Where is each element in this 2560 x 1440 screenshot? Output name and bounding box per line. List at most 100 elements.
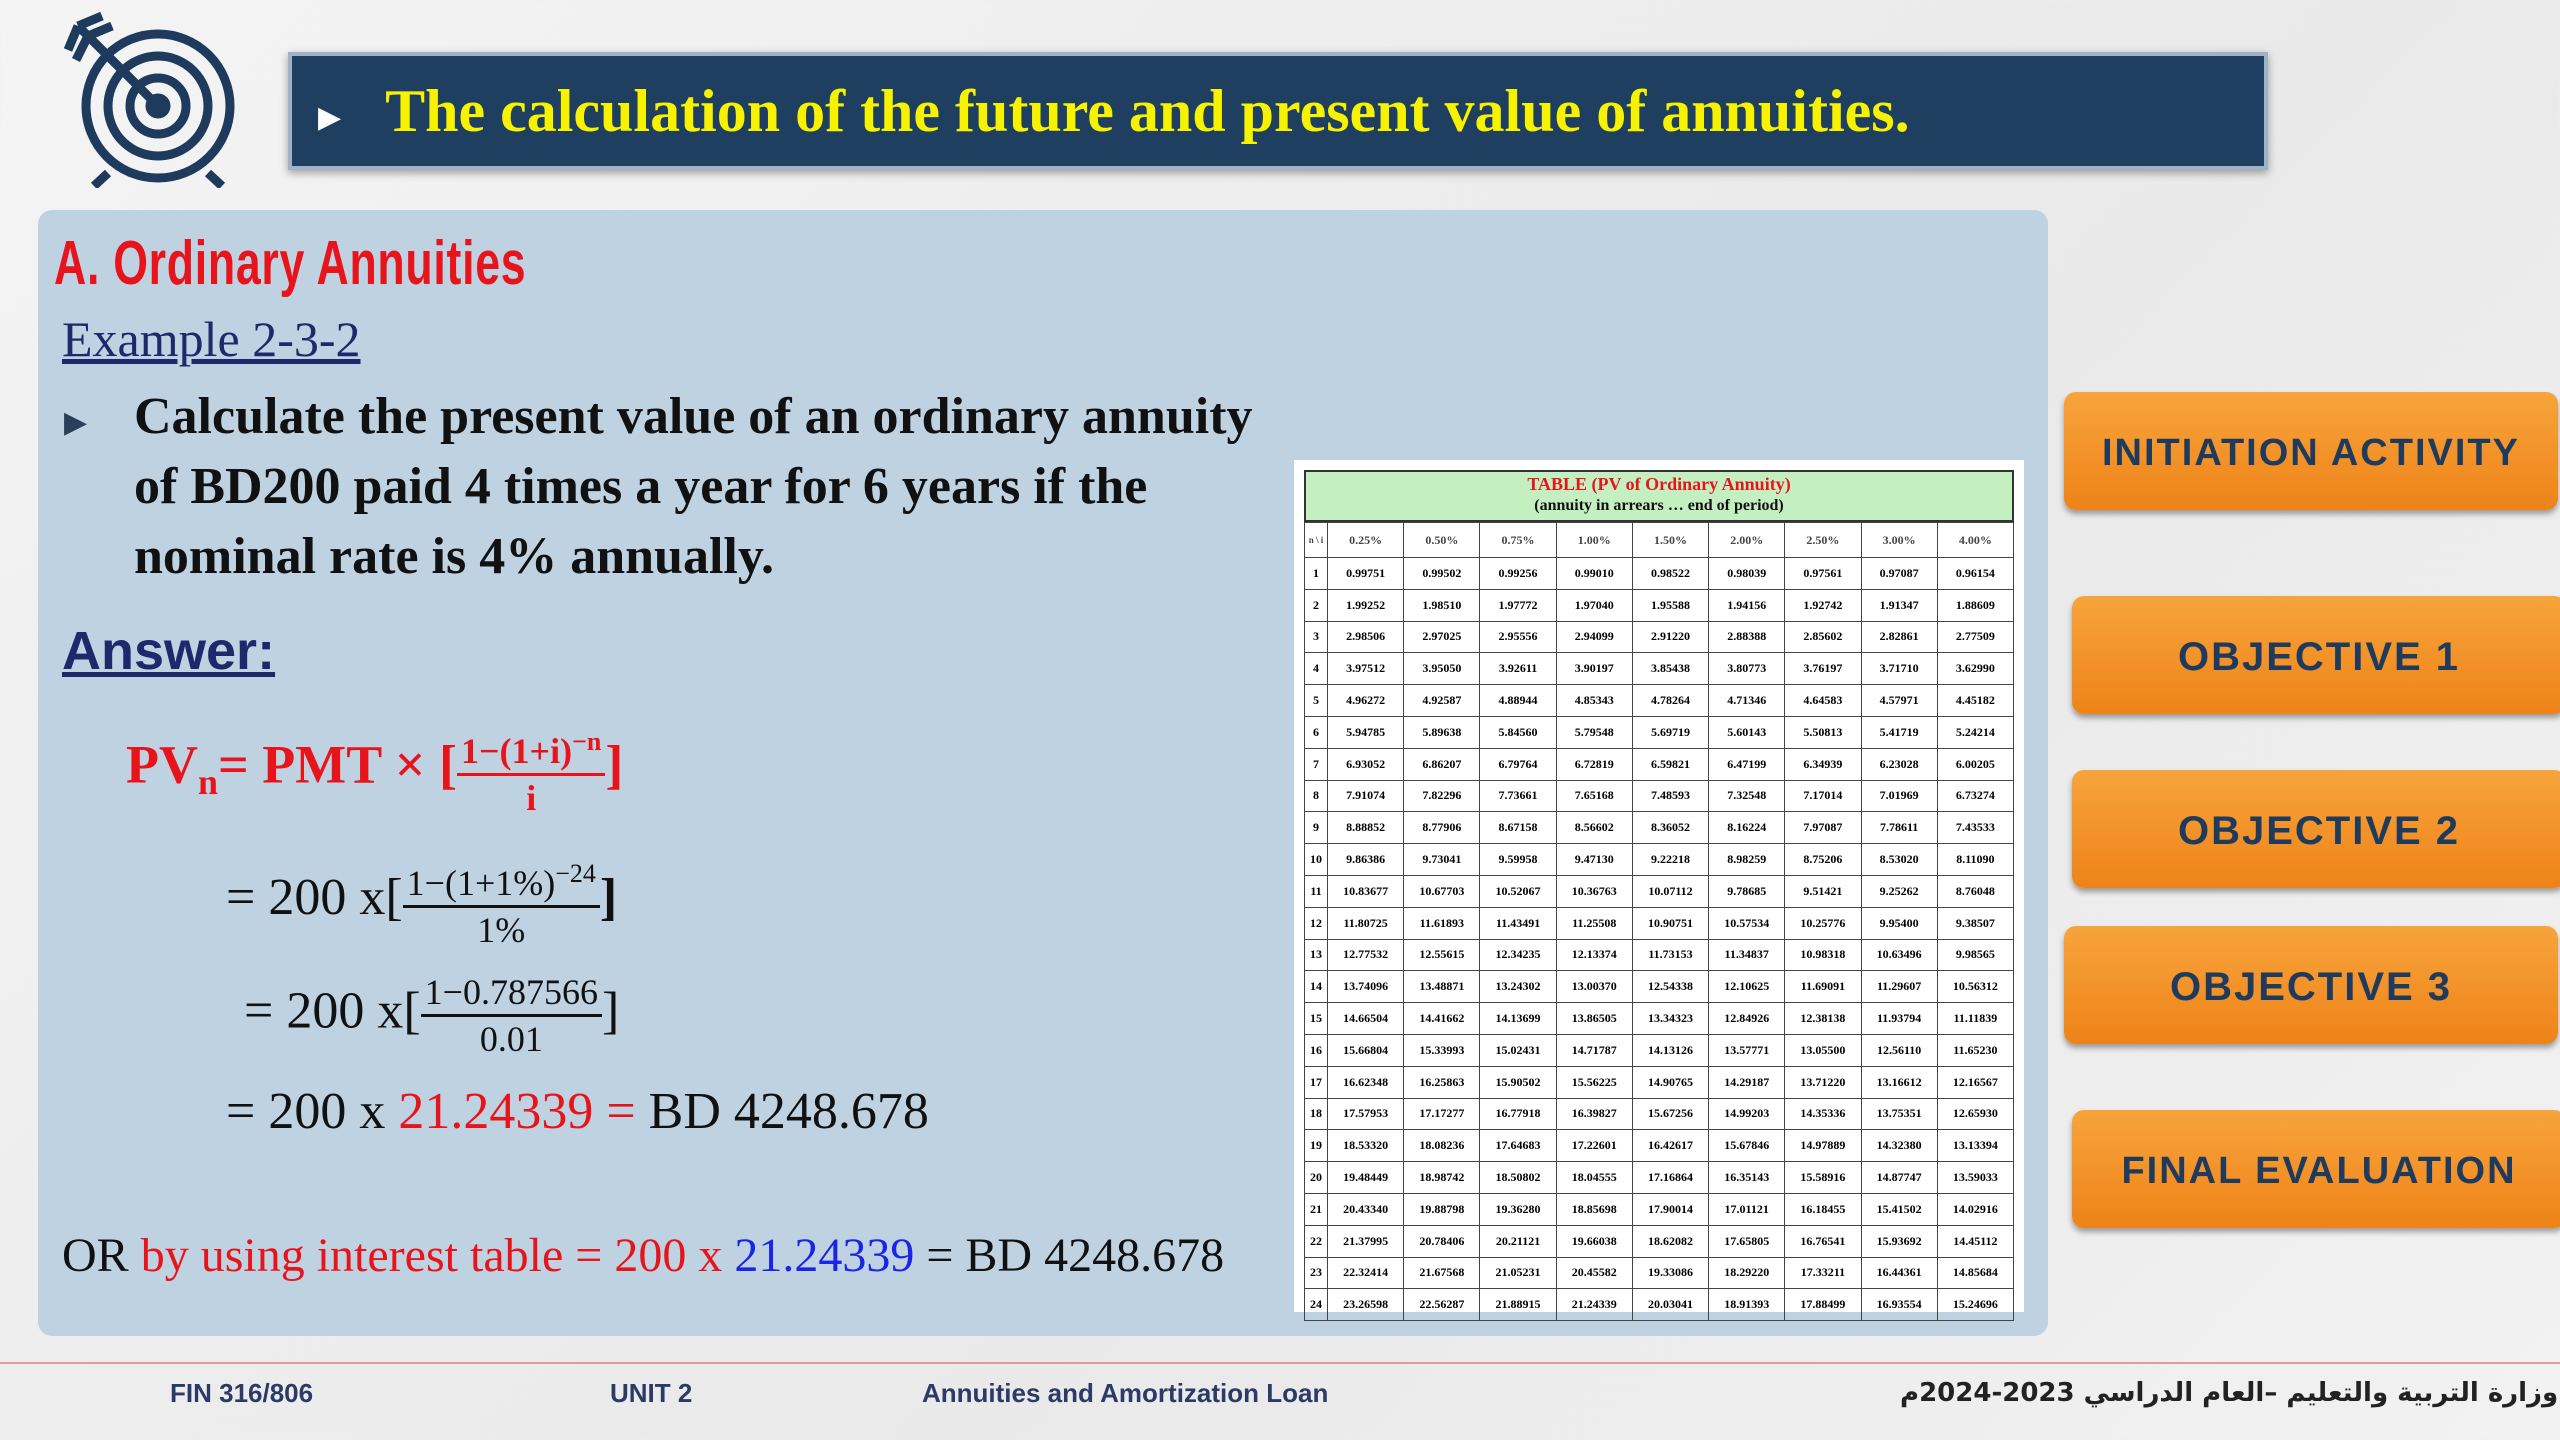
table-value-cell: 0.97561 xyxy=(1784,557,1862,590)
table-value-cell: 18.98742 xyxy=(1403,1161,1481,1194)
table-value-cell: 12.16567 xyxy=(1936,1065,2015,1099)
formula-fraction: 1−(1+i)−n i xyxy=(457,720,606,820)
objective-3-button[interactable]: OBJECTIVE 3 xyxy=(2064,926,2558,1044)
table-value-cell: 1.92742 xyxy=(1784,588,1862,622)
table-value-cell: 12.54338 xyxy=(1631,970,1710,1004)
table-row: 3 2.98506 2.97025 2.95556 2.94099 2.91220 2.88… xyxy=(1304,620,2015,654)
table-value-cell: 13.00370 xyxy=(1555,970,1633,1004)
table-value-cell: 17.17277 xyxy=(1403,1097,1481,1131)
table-value-cell: 11.80725 xyxy=(1326,906,1405,940)
table-period-cell: 13 xyxy=(1304,938,1328,972)
pv-table-image: TABLE (PV of Ordinary Annuity) (annuity … xyxy=(1294,460,2024,1322)
table-period-cell: 6 xyxy=(1304,715,1328,749)
table-value-cell: 1.97772 xyxy=(1479,588,1557,622)
table-row: 18 17.57953 17.17277 16.77918 16.39827 15.672… xyxy=(1304,1097,2015,1131)
footer-topic: Annuities and Amortization Loan xyxy=(922,1378,1329,1408)
table-period-cell: 10 xyxy=(1304,843,1328,876)
answer-label: Answer: xyxy=(62,621,276,681)
footer-course: FIN 316/806 xyxy=(170,1378,314,1408)
table-row: 14 13.74096 13.48871 13.24302 13.00370 12.543… xyxy=(1304,970,2015,1004)
table-value-cell: 11.93794 xyxy=(1860,1002,1938,1035)
table-row: 22 21.37995 20.78406 20.21121 19.66038 18.620… xyxy=(1304,1224,2015,1258)
table-value-cell: 10.07112 xyxy=(1631,874,1710,908)
table-value-cell: 14.29187 xyxy=(1708,1065,1786,1099)
objective-1-button[interactable]: OBJECTIVE 1 xyxy=(2072,596,2560,714)
table-rate-header: 1.50% xyxy=(1631,522,1710,558)
pv-table-subtitle: (annuity in arrears … end of period) xyxy=(1534,497,1784,514)
table-row: 13 12.77532 12.55615 12.34235 12.13374 11.731… xyxy=(1304,938,2015,972)
table-value-cell: 9.86386 xyxy=(1326,843,1405,876)
table-value-cell: 0.98039 xyxy=(1708,557,1786,590)
table-value-cell: 13.16612 xyxy=(1860,1065,1938,1099)
table-value-cell: 12.38138 xyxy=(1784,1002,1862,1035)
table-value-cell: 6.34939 xyxy=(1784,747,1862,781)
or-method: by using interest table = xyxy=(140,1229,615,1282)
table-value-cell: 21.05231 xyxy=(1479,1256,1557,1290)
table-value-cell: 5.84560 xyxy=(1479,715,1557,749)
table-value-cell: 14.41662 xyxy=(1403,1002,1481,1035)
table-value-cell: 4.88944 xyxy=(1479,684,1557,717)
initiation-activity-button[interactable]: INITIATION ACTIVITY xyxy=(2064,392,2558,510)
table-value-cell: 6.93052 xyxy=(1326,747,1405,781)
table-value-cell: 15.90502 xyxy=(1479,1065,1557,1099)
table-row: 7 6.93052 6.86207 6.79764 6.72819 6.59821 6.47… xyxy=(1304,747,2015,781)
table-value-cell: 21.24339 xyxy=(1555,1288,1633,1322)
table-rate-header: 0.50% xyxy=(1403,522,1481,558)
table-value-cell: 3.71710 xyxy=(1860,652,1938,686)
table-value-cell: 7.43533 xyxy=(1936,811,2015,845)
table-value-cell: 9.73041 xyxy=(1403,843,1481,876)
table-value-cell: 8.16224 xyxy=(1708,811,1786,845)
step-3: = 200 x 21.24339 = BD 4248.678 xyxy=(226,1082,929,1141)
slide-title: The calculation of the future and presen… xyxy=(385,77,1910,144)
table-value-cell: 13.13394 xyxy=(1936,1129,2015,1163)
table-value-cell: 3.90197 xyxy=(1555,652,1633,686)
table-value-cell: 13.24302 xyxy=(1479,970,1557,1004)
table-period-cell: 2 xyxy=(1304,588,1328,622)
table-value-cell: 8.77906 xyxy=(1403,811,1481,845)
table-value-cell: 21.67568 xyxy=(1403,1256,1481,1290)
or-line: OR by using interest table = 200 x 21.24… xyxy=(62,1228,1224,1283)
table-value-cell: 7.78611 xyxy=(1860,811,1938,845)
table-value-cell: 18.29220 xyxy=(1708,1256,1786,1290)
table-value-cell: 4.57971 xyxy=(1860,684,1938,717)
table-value-cell: 23.26598 xyxy=(1326,1288,1405,1322)
table-value-cell: 14.66504 xyxy=(1326,1002,1405,1035)
table-value-cell: 8.56602 xyxy=(1555,811,1633,845)
table-value-cell: 2.94099 xyxy=(1555,620,1633,654)
table-value-cell: 6.72819 xyxy=(1555,747,1633,781)
step1-close: ] xyxy=(599,868,618,926)
table-value-cell: 13.48871 xyxy=(1403,970,1481,1004)
table-value-cell: 11.34837 xyxy=(1708,938,1786,972)
table-value-cell: 12.56110 xyxy=(1860,1033,1938,1067)
table-value-cell: 9.51421 xyxy=(1784,874,1862,908)
final-evaluation-button[interactable]: FINAL EVALUATION xyxy=(2072,1110,2560,1228)
table-value-cell: 7.01969 xyxy=(1860,779,1938,813)
table-row: 8 7.91074 7.82296 7.73661 7.65168 7.48593 7.32… xyxy=(1304,779,2015,813)
table-value-cell: 18.53320 xyxy=(1326,1129,1405,1163)
table-value-cell: 8.53020 xyxy=(1860,843,1938,876)
table-value-cell: 1.98510 xyxy=(1403,588,1481,622)
table-value-cell: 1.99252 xyxy=(1326,588,1405,622)
formula-lhs: PV xyxy=(126,734,198,795)
pv-table-body: 1 0.99751 0.99502 0.99256 0.99010 0.98522 0.98… xyxy=(1304,557,2015,1322)
table-value-cell: 17.90014 xyxy=(1631,1192,1710,1226)
table-row: 5 4.96272 4.92587 4.88944 4.85343 4.78264 4.71… xyxy=(1304,684,2015,717)
table-value-cell: 4.78264 xyxy=(1631,684,1710,717)
formula-denominator: i xyxy=(526,778,537,818)
table-value-cell: 17.22601 xyxy=(1555,1129,1633,1163)
table-value-cell: 12.55615 xyxy=(1403,938,1481,972)
table-value-cell: 15.33993 xyxy=(1403,1033,1481,1067)
objective-2-button[interactable]: OBJECTIVE 2 xyxy=(2072,770,2560,888)
table-value-cell: 17.01121 xyxy=(1708,1192,1786,1226)
table-row: 19 18.53320 18.08236 17.64683 17.22601 16.426… xyxy=(1304,1129,2015,1163)
table-value-cell: 4.92587 xyxy=(1403,684,1481,717)
table-value-cell: 18.85698 xyxy=(1555,1192,1633,1226)
table-row: 16 15.66804 15.33993 15.02431 14.71787 14.131… xyxy=(1304,1033,2015,1067)
table-value-cell: 3.95050 xyxy=(1403,652,1481,686)
table-value-cell: 18.62082 xyxy=(1631,1224,1710,1258)
step2-numerator: 1−0.787566 xyxy=(420,970,602,1017)
table-period-cell: 7 xyxy=(1304,747,1328,781)
table-value-cell: 14.71787 xyxy=(1555,1033,1633,1067)
table-value-cell: 17.57953 xyxy=(1326,1097,1405,1131)
table-value-cell: 21.37995 xyxy=(1326,1224,1405,1258)
